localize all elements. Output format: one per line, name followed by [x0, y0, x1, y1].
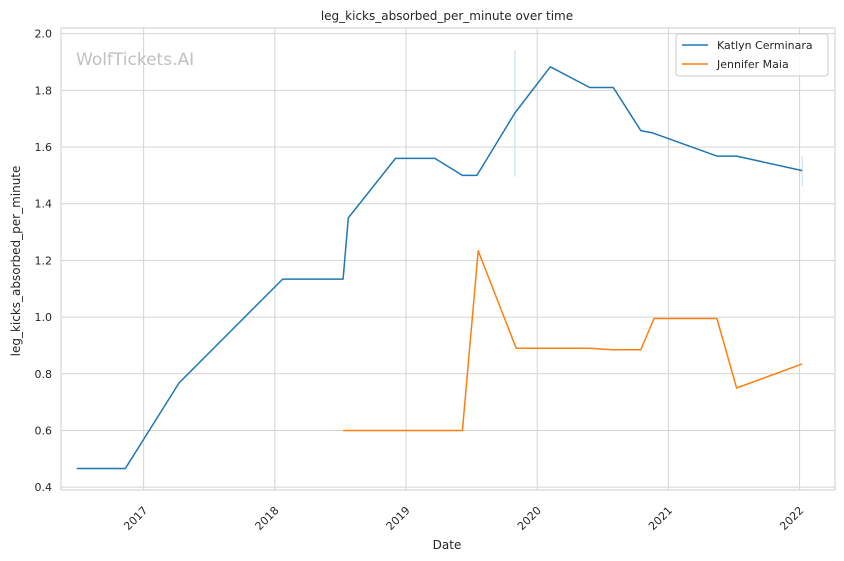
y-tick-label: 1.6	[35, 141, 53, 154]
legend-entry: Katlyn Cerminara	[717, 39, 813, 52]
plot-area	[60, 27, 836, 491]
y-tick-label: 1.8	[35, 84, 53, 97]
chart-title: leg_kicks_absorbed_per_minute over time	[321, 9, 573, 23]
y-axis-ticks: 0.4 0.6 0.8 1.0 1.2 1.4 1.6 1.8 2.0	[35, 28, 53, 494]
x-tick-label: 2017	[121, 504, 150, 533]
y-tick-label: 0.8	[35, 368, 53, 381]
y-axis-label: leg_kicks_absorbed_per_minute	[9, 166, 23, 357]
x-tick-label: 2022	[777, 504, 806, 533]
y-tick-label: 0.4	[35, 481, 53, 494]
y-tick-label: 2.0	[35, 28, 53, 41]
x-tick-label: 2018	[253, 504, 282, 533]
series-lines	[76, 66, 803, 470]
y-tick-label: 1.4	[35, 198, 53, 211]
legend-box	[675, 33, 829, 77]
x-tick-label: 2020	[515, 504, 544, 533]
y-tick-label: 1.0	[35, 311, 53, 324]
y-tick-label: 1.2	[35, 254, 53, 267]
x-tick-label: 2019	[384, 504, 413, 533]
x-axis-ticks: 2017 2018 2019 2020 2021 2022	[121, 504, 806, 533]
series-line	[343, 250, 803, 432]
series-line	[76, 66, 803, 470]
x-tick-label: 2021	[646, 504, 675, 533]
x-axis-label: Date	[433, 538, 462, 552]
grid	[61, 28, 835, 490]
legend: Katlyn Cerminara Jennifer Maia	[675, 33, 829, 77]
y-tick-label: 0.6	[35, 424, 53, 437]
watermark: WolfTickets.AI	[76, 50, 194, 70]
legend-entry: Jennifer Maia	[716, 58, 789, 71]
